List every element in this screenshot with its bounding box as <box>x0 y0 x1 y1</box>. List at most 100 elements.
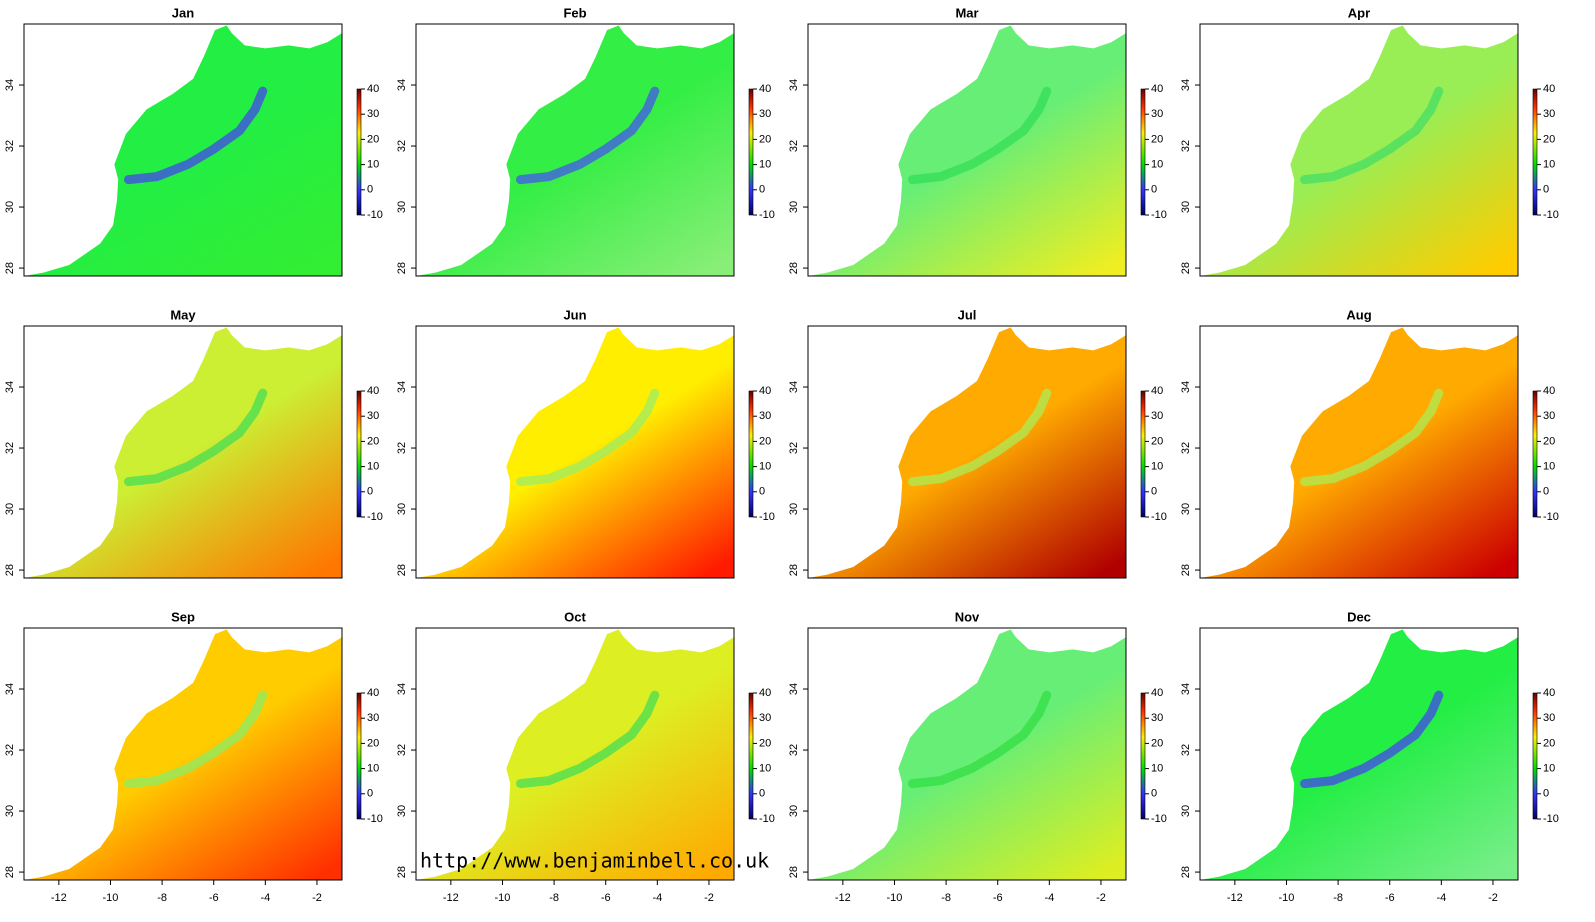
legend-tick-label: 40 <box>1151 687 1163 699</box>
legend-tick-label: 30 <box>1543 712 1555 724</box>
legend-tick-label: 40 <box>367 83 379 95</box>
panel-title: Nov <box>955 609 980 624</box>
legend-tick-label: 10 <box>367 763 379 775</box>
y-tick-label: 34 <box>788 381 800 393</box>
legend-tick-label: 10 <box>1543 763 1555 775</box>
y-tick-label: 28 <box>788 866 800 878</box>
x-tick-label: -2 <box>312 892 322 904</box>
y-tick-label: 34 <box>396 683 408 695</box>
x-tick-label: -12 <box>51 892 67 904</box>
legend-tick-label: 0 <box>759 788 765 800</box>
y-tick-label: 32 <box>4 140 16 152</box>
legend-tick-label: 30 <box>1151 410 1163 422</box>
legend-tick-label: 20 <box>1151 435 1163 447</box>
y-tick-label: 28 <box>4 866 16 878</box>
legend-tick-label: 20 <box>1543 133 1555 145</box>
x-tick-label: -12 <box>1227 892 1243 904</box>
legend-bar <box>748 88 754 216</box>
plot-frame <box>415 23 735 277</box>
y-tick-label: 32 <box>396 744 408 756</box>
atlas-band <box>908 86 1052 185</box>
legend-tick-label: -10 <box>1543 813 1559 825</box>
y-tick-label: 30 <box>396 201 408 213</box>
panel-title: Sep <box>171 609 195 624</box>
y-tick-label: 30 <box>1180 201 1192 213</box>
legend-bar <box>1532 88 1538 216</box>
y-tick-label: 30 <box>788 503 800 515</box>
legend-tick-label: 20 <box>759 435 771 447</box>
x-tick-label: -4 <box>652 892 662 904</box>
panel-title: Feb <box>563 5 586 20</box>
legend-tick-label: 10 <box>759 763 771 775</box>
legend-tick-label: 20 <box>759 133 771 145</box>
map-raster <box>808 25 1126 277</box>
y-tick-label: 34 <box>1180 381 1192 393</box>
legend-tick-label: 40 <box>367 687 379 699</box>
atlas-band <box>124 86 268 185</box>
legend-tick-label: 40 <box>1543 385 1555 397</box>
legend-tick-label: 30 <box>1151 712 1163 724</box>
plot-frame <box>807 325 1127 579</box>
y-tick-label: 34 <box>396 381 408 393</box>
panel-title: Jan <box>172 5 194 20</box>
legend-tick-label: 0 <box>1151 184 1157 196</box>
y-tick-label: 32 <box>1180 140 1192 152</box>
plot-frame <box>807 23 1127 277</box>
legend-bar <box>1532 390 1538 518</box>
y-tick-label: 34 <box>396 79 408 91</box>
legend-tick-label: 10 <box>1151 461 1163 473</box>
plot-frame <box>415 325 735 579</box>
legend-tick-label: -10 <box>1543 209 1559 221</box>
legend-tick-label: 40 <box>759 385 771 397</box>
legend-tick-label: 20 <box>1151 737 1163 749</box>
legend-tick-label: 0 <box>759 486 765 498</box>
x-tick-label: -12 <box>835 892 851 904</box>
legend-tick-label: 40 <box>1543 687 1555 699</box>
y-tick-label: 30 <box>4 201 16 213</box>
map-raster <box>416 629 734 880</box>
y-tick-label: 30 <box>396 805 408 817</box>
panel-title: Mar <box>955 5 978 20</box>
x-tick-label: -4 <box>1044 892 1054 904</box>
x-tick-label: -6 <box>601 892 611 904</box>
atlas-band <box>516 388 660 487</box>
y-tick-label: 28 <box>788 564 800 576</box>
legend-tick-label: 30 <box>759 712 771 724</box>
legend-tick-label: 10 <box>759 461 771 473</box>
x-tick-label: -10 <box>103 892 119 904</box>
panel-title: Apr <box>1348 5 1370 20</box>
atlas-band <box>908 388 1052 487</box>
legend-tick-label: 40 <box>1151 385 1163 397</box>
x-tick-label: -10 <box>1279 892 1295 904</box>
map-raster <box>416 327 734 578</box>
legend-tick-label: 30 <box>759 108 771 120</box>
legend-tick-label: 20 <box>759 737 771 749</box>
legend-tick-label: 0 <box>1543 788 1549 800</box>
x-tick-label: -12 <box>443 892 459 904</box>
y-tick-label: 28 <box>1180 866 1192 878</box>
legend-tick-label: 40 <box>759 687 771 699</box>
plot-frame <box>23 325 343 579</box>
y-tick-label: 28 <box>1180 564 1192 576</box>
map-raster <box>1200 25 1518 277</box>
legend-bar <box>748 692 754 820</box>
x-tick-label: -8 <box>549 892 559 904</box>
panel-title: Oct <box>564 609 586 624</box>
legend-tick-label: 10 <box>367 461 379 473</box>
plot-frame <box>1199 23 1519 277</box>
legend-tick-label: 30 <box>1543 410 1555 422</box>
legend-tick-label: -10 <box>759 209 775 221</box>
legend-tick-label: 10 <box>367 159 379 171</box>
legend-tick-label: 20 <box>367 435 379 447</box>
x-tick-label: -10 <box>495 892 511 904</box>
legend-tick-label: -10 <box>1151 813 1167 825</box>
legend-tick-label: 40 <box>1151 83 1163 95</box>
atlas-band <box>908 690 1052 789</box>
y-tick-label: 30 <box>396 503 408 515</box>
map-raster <box>1200 629 1518 880</box>
legend-tick-label: 40 <box>367 385 379 397</box>
map-raster <box>24 25 342 277</box>
legend-bar <box>1140 88 1146 216</box>
y-tick-label: 34 <box>1180 79 1192 91</box>
